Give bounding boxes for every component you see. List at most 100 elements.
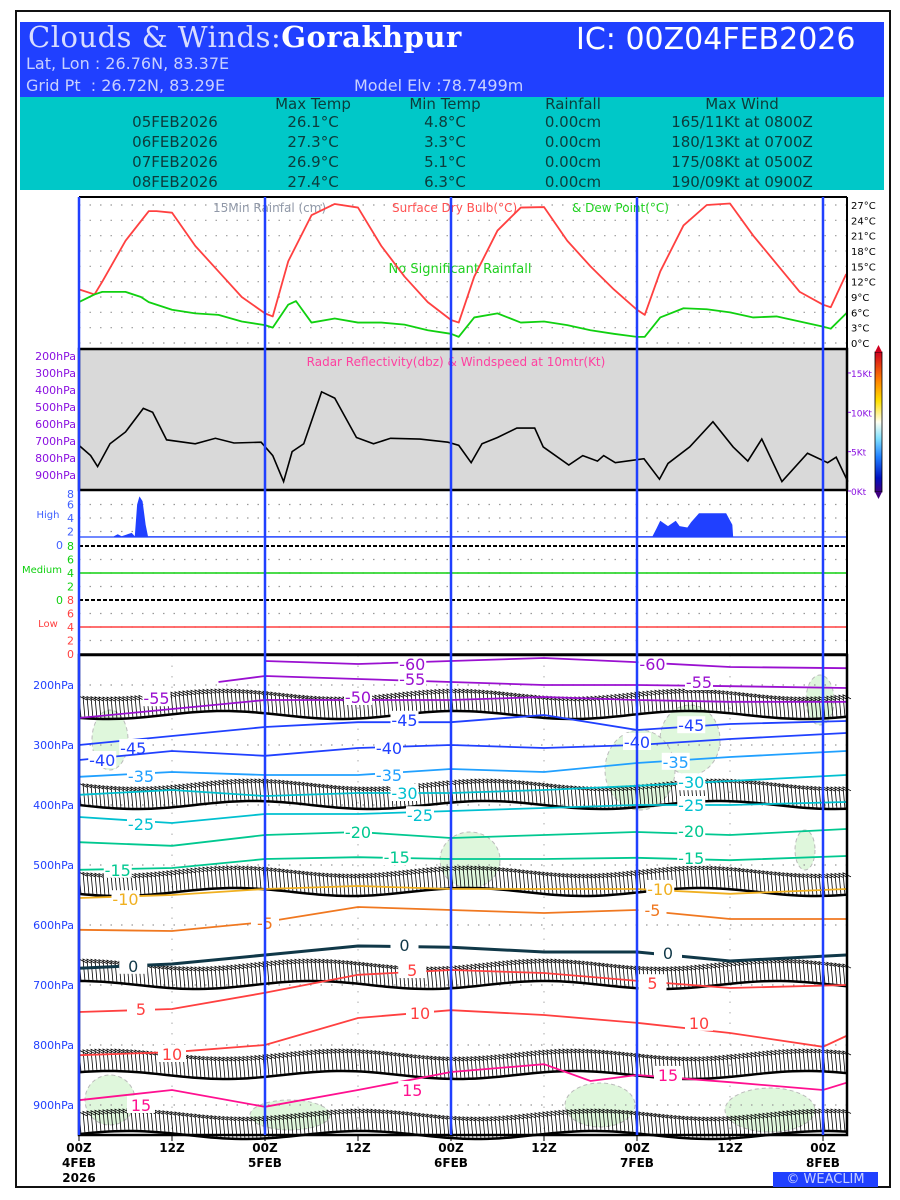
isotherm-label: -25: [678, 796, 704, 815]
y-tick-label: 27°C: [851, 201, 876, 212]
isotherm-label: -40: [376, 739, 402, 758]
isotherm-label: 10: [162, 1045, 182, 1064]
table-cell: 0.00cm: [544, 113, 602, 131]
label-bg: [398, 655, 427, 672]
y-tick-label: 24°C: [851, 216, 876, 227]
windspeed-tick-label: 10Kt: [851, 409, 872, 419]
initial-condition: IC: 00Z04FEB2026: [576, 22, 856, 57]
label-bg: [677, 796, 706, 813]
isotherm-label: -40: [89, 751, 115, 770]
pressure-label: 500hPa: [35, 401, 76, 414]
isotherm-label: 15: [131, 1096, 151, 1115]
humidity-area: [724, 1087, 816, 1133]
pressure-label: 600hPa: [35, 418, 76, 431]
cloud-tick-label: 2: [67, 526, 74, 539]
label-bg: [111, 890, 140, 908]
label-bg: [127, 815, 155, 833]
table-cell: 4.8°C: [424, 113, 466, 131]
isotherm-label: 5: [407, 961, 417, 980]
humidity-area: [564, 1082, 636, 1128]
humidity-area: [794, 829, 816, 871]
colorbar-arrow-top: [875, 345, 882, 352]
isotherm-label: -30: [391, 784, 417, 803]
label-bg: [158, 1045, 186, 1062]
grid-point: Grid Pt : 26.72N, 83.29E: [26, 76, 226, 95]
cloud-level-label: Low: [38, 619, 58, 630]
x-tick-label: 12Z: [159, 1141, 185, 1155]
x-date-label: 4FEB: [62, 1156, 96, 1170]
isotherm-label: 5: [136, 1000, 146, 1019]
table-cell: 6.3°C: [424, 173, 466, 191]
radar-panel: [77, 347, 849, 492]
label-bg: [119, 956, 148, 974]
isotherm-label: -35: [376, 766, 402, 785]
wind-barbs: [78, 1048, 852, 1080]
dewpoint-legend: & Dew Point(°C): [572, 201, 669, 215]
cloud-tick-label: 6: [67, 499, 74, 512]
label-bg: [638, 901, 667, 918]
table-cell: 190/09Kt at 0900Z: [671, 173, 813, 191]
label-bg: [127, 767, 155, 785]
wind-barb-staff-line: [78, 979, 848, 991]
isotherm-line: [78, 714, 847, 746]
isotherm-label: 0: [128, 957, 138, 976]
table-cell: 175/08Kt at 0500Z: [671, 153, 813, 171]
isotherm-line: [78, 750, 847, 778]
isotherm-label: -25: [128, 815, 154, 834]
header-banner: Clouds & Winds:Gorakhpur IC: 00Z04FEB202…: [20, 20, 884, 97]
x-tick-label: 00Z: [438, 1141, 464, 1155]
x-tick-label: 00Z: [810, 1141, 836, 1155]
no-rain-annotation: No Significant Rainfall: [389, 262, 532, 277]
isotherm-label: 10: [410, 1004, 430, 1023]
table-cell: 165/11Kt at 0800Z: [671, 113, 813, 131]
cloud-tick-label: 0: [67, 648, 74, 661]
table-cell: 07FEB2026: [132, 153, 218, 171]
humidity-area: [249, 1099, 331, 1131]
label-bg: [127, 1096, 155, 1113]
table-cell: 27.4°C: [287, 173, 339, 191]
isotherm-label: -50: [345, 688, 371, 707]
isotherm-label: 5: [647, 974, 657, 993]
table-cell: 0.00cm: [544, 133, 602, 151]
wind-barb-staff-line: [78, 1069, 848, 1081]
page-title: Clouds & Winds:Gorakhpur: [28, 20, 462, 54]
table-cell: 06FEB2026: [132, 133, 218, 151]
x-tick-label: 12Z: [531, 1141, 557, 1155]
pressure-label: 300hPa: [33, 739, 74, 752]
isotherm-label: -30: [678, 773, 704, 792]
isotherm-label: -55: [686, 673, 712, 692]
windspeed-line: [78, 390, 849, 484]
label-bg: [677, 716, 706, 734]
isotherm-label: 10: [689, 1014, 709, 1033]
humidity-area: [439, 831, 501, 889]
y-tick-label: 6°C: [851, 308, 869, 319]
cloud-tick-label: 8: [67, 488, 74, 501]
y-tick-label: 12°C: [851, 278, 876, 289]
model-elevation: Model Elv :78.7499m: [354, 76, 524, 95]
isotherm-line: [78, 906, 847, 932]
isotherm-label: -15: [105, 861, 131, 880]
col-header: Min Temp: [409, 95, 481, 113]
drybulb-legend: Surface Dry Bulb(°C): [392, 201, 517, 215]
isotherm-label: -15: [678, 849, 704, 868]
isotherm-label: -35: [663, 753, 689, 772]
y-tick-label: 21°C: [851, 232, 876, 243]
pressure-label: 400hPa: [33, 799, 74, 812]
table-cell: 08FEB2026: [132, 173, 218, 191]
isotherm-label: -20: [345, 823, 371, 842]
cloud-tick-label: 6: [67, 608, 74, 621]
y-tick-label: 3°C: [851, 324, 869, 335]
col-header: Max Wind: [705, 95, 779, 113]
y-tick-label: 18°C: [851, 247, 876, 258]
cloud-tick-label: 8: [67, 540, 74, 553]
cloud-tick-label: 0: [56, 539, 63, 552]
label-bg: [344, 823, 372, 840]
windspeed-tick-label: 0Kt: [851, 488, 867, 498]
isotherm-label: -20: [678, 822, 704, 841]
pressure-label: 200hPa: [33, 679, 74, 692]
table-cell: 180/13Kt at 0700Z: [671, 133, 813, 151]
pressure-label: 900hPa: [35, 469, 76, 482]
table-cell: 26.9°C: [287, 153, 339, 171]
pressure-label: 800hPa: [35, 452, 76, 465]
